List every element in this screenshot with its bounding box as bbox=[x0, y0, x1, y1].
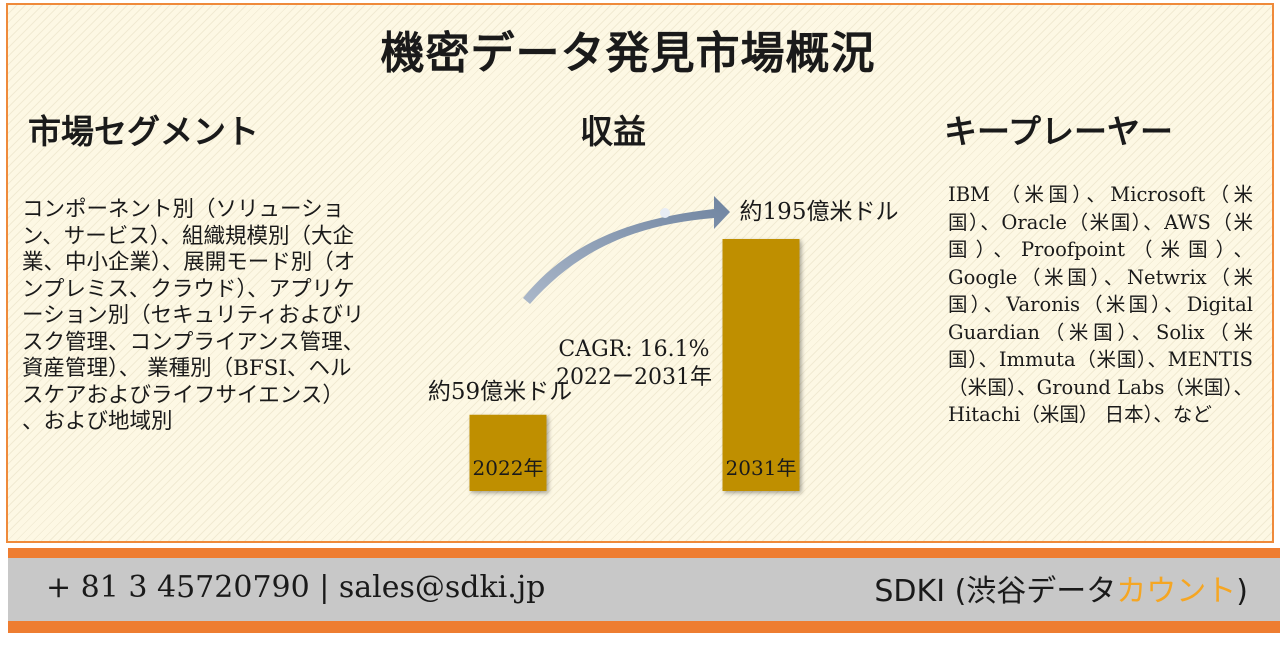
brand-accent: カウント bbox=[1116, 574, 1237, 609]
contact-info: + 81 3 45720790 | sales@sdki.jp bbox=[46, 570, 546, 605]
value-label-2022: 約59億米ドル bbox=[428, 379, 572, 405]
revenue-chart: 2022年 2031年 約59億米ドル 約195億米ドル bbox=[428, 196, 899, 491]
footer-accent-top bbox=[8, 548, 1280, 558]
segment-body: コンポーネント別（ソリューション、サービス）、組織規模別（大企業、中小企業）、展… bbox=[22, 197, 365, 434]
brand-end: ) bbox=[1236, 574, 1248, 609]
bar-2022 bbox=[469, 414, 547, 491]
growth-arrow-highlight bbox=[660, 208, 670, 218]
cagr-value: CAGR: 16.1% bbox=[558, 337, 710, 362]
cagr-label: CAGR: 16.1% 2022ー2031年 bbox=[548, 336, 720, 392]
category-label-2031: 2031年 bbox=[726, 456, 797, 480]
cagr-period: 2022ー2031年 bbox=[556, 365, 712, 390]
value-label-2031: 約195億米ドル bbox=[740, 199, 899, 225]
footer-bar: + 81 3 45720790 | sales@sdki.jp SDKI (渋谷… bbox=[8, 558, 1280, 621]
footer-accent-bottom bbox=[8, 621, 1280, 633]
bar-2031 bbox=[722, 239, 800, 491]
page-title: 機密データ発見市場概況 bbox=[380, 28, 876, 79]
segment-heading: 市場セグメント bbox=[28, 112, 259, 151]
growth-arrow bbox=[523, 196, 730, 304]
category-label-2022: 2022年 bbox=[473, 456, 544, 480]
revenue-heading: 収益 bbox=[580, 112, 646, 151]
overview-panel: 機密データ発見市場概況 市場セグメント 収益 キープレーヤー コンポーネント別（… bbox=[6, 3, 1274, 543]
brand-main: SDKI (渋谷データ bbox=[874, 574, 1117, 609]
key-players-body: IBM （米国）、Microsoft（米国）、Oracle（米国）、AWS（米国… bbox=[948, 183, 1253, 426]
brand-name: SDKI (渋谷データカウント) bbox=[874, 566, 1248, 610]
key-players-heading: キープレーヤー bbox=[944, 112, 1174, 151]
